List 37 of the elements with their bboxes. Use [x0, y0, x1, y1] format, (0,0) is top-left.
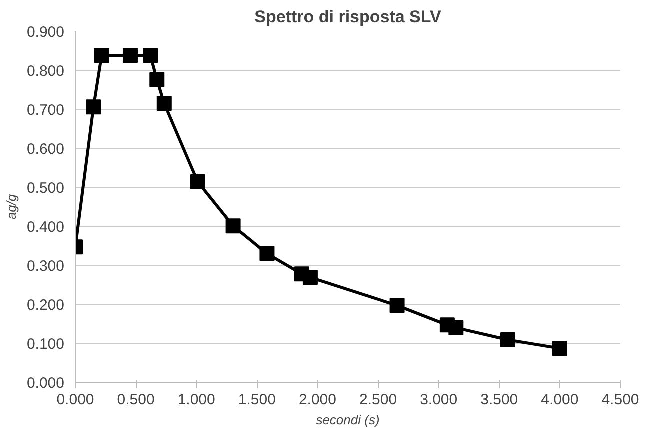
y-tick-label: 0.700 [26, 102, 65, 119]
y-tick-label: 0.900 [26, 24, 65, 41]
x-tick-label: 3.500 [480, 392, 518, 408]
point [302, 270, 318, 286]
x-tick-label: 2.500 [360, 392, 398, 408]
chart-title: Spettro di risposta SLV [254, 8, 442, 26]
point [390, 298, 405, 314]
point [552, 341, 568, 356]
point [500, 332, 516, 348]
point [260, 246, 275, 262]
x-tick-label: 0.500 [117, 392, 155, 408]
point [150, 72, 165, 88]
x-tick-label: 4.500 [602, 392, 640, 408]
x-tick-label: 1.000 [178, 392, 216, 408]
point [122, 48, 138, 64]
x-tick-label: 2.000 [298, 392, 336, 408]
x-tick-label: 0.000 [56, 392, 94, 408]
point [156, 96, 172, 112]
y-tick-label: 0.500 [26, 180, 65, 197]
point [143, 48, 158, 64]
point [448, 320, 464, 336]
y-tick-label: 0.000 [26, 375, 65, 392]
point [226, 218, 241, 234]
y-tick-label: 0.400 [26, 219, 65, 236]
point [190, 174, 206, 190]
y-tick-label: 0.100 [26, 336, 65, 353]
y-axis-title: ag/g [4, 194, 19, 220]
y-tick-label: 0.800 [26, 63, 65, 80]
y-tick-label: 0.300 [26, 258, 65, 275]
y-tick-label: 0.600 [26, 141, 65, 158]
y-tick-label: 0.200 [26, 297, 65, 314]
x-tick-label: 4.000 [541, 392, 579, 408]
point [94, 48, 110, 64]
x-tick-label: 1.500 [238, 392, 276, 408]
x-axis-title: secondi (s) [316, 412, 380, 428]
x-tick-label: 3.000 [420, 392, 458, 408]
point [86, 100, 102, 115]
